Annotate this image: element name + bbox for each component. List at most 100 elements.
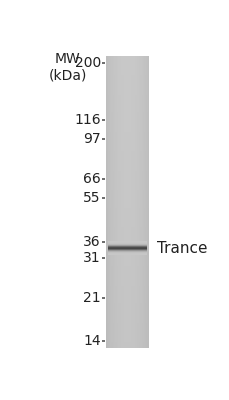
Bar (106, 169, 148, 171)
Bar (106, 241, 148, 243)
Text: 55: 55 (83, 191, 100, 205)
Text: MW: MW (55, 52, 80, 66)
Bar (106, 89, 148, 91)
Bar (106, 163, 148, 165)
Bar (106, 212, 148, 214)
Bar (106, 100, 148, 102)
Bar (106, 102, 148, 104)
Bar (106, 290, 148, 292)
Bar (106, 300, 148, 302)
Bar (106, 243, 148, 245)
Bar (106, 346, 148, 348)
Bar (106, 253, 148, 255)
Bar (106, 262, 148, 264)
Bar (106, 257, 148, 258)
Bar (106, 270, 148, 272)
Bar (106, 247, 148, 249)
Bar (106, 186, 148, 188)
Text: 116: 116 (74, 113, 100, 127)
Bar (106, 336, 148, 338)
Bar (106, 329, 148, 331)
Bar (106, 95, 148, 97)
Bar (106, 304, 148, 305)
Bar (106, 268, 148, 270)
Bar (106, 161, 148, 163)
Bar (106, 305, 148, 307)
Bar (106, 128, 148, 130)
Bar (106, 309, 148, 311)
Bar (106, 106, 148, 108)
Bar (106, 226, 148, 227)
Bar (106, 73, 148, 75)
Bar (106, 286, 148, 288)
Bar (106, 142, 148, 144)
Bar (106, 165, 148, 167)
Text: (kDa): (kDa) (48, 69, 86, 83)
Bar (106, 260, 148, 262)
Bar (106, 278, 148, 280)
Bar (106, 231, 148, 233)
Bar (106, 134, 148, 136)
Bar (106, 64, 148, 66)
Bar (106, 335, 148, 336)
Bar (106, 130, 148, 132)
Bar (106, 110, 148, 112)
Bar (106, 220, 148, 222)
Bar (106, 319, 148, 321)
Bar (106, 77, 148, 79)
Bar (106, 79, 148, 81)
Bar (106, 85, 148, 87)
Bar (106, 177, 148, 178)
Bar (106, 147, 148, 149)
Bar (106, 120, 148, 122)
Bar (106, 167, 148, 169)
Bar (106, 104, 148, 106)
Bar (106, 288, 148, 290)
Bar (106, 157, 148, 159)
Bar (106, 245, 148, 247)
Bar (106, 171, 148, 173)
Bar (106, 194, 148, 196)
Bar (106, 124, 148, 126)
Bar (106, 264, 148, 266)
Bar (106, 229, 148, 231)
Text: 66: 66 (83, 172, 100, 186)
Bar (106, 140, 148, 142)
Bar (106, 126, 148, 128)
Bar (106, 60, 148, 62)
Bar (106, 99, 148, 100)
Bar (106, 331, 148, 333)
Bar (106, 251, 148, 253)
Bar (106, 224, 148, 226)
Bar (106, 294, 148, 296)
Text: 97: 97 (83, 132, 100, 146)
Bar (106, 208, 148, 210)
Bar (106, 97, 148, 99)
Bar (106, 71, 148, 73)
Bar (106, 173, 148, 175)
Text: 200: 200 (74, 56, 100, 70)
Bar (106, 344, 148, 346)
Bar (106, 58, 148, 60)
Bar (106, 190, 148, 192)
Bar (106, 274, 148, 276)
Bar (106, 149, 148, 151)
Bar (106, 227, 148, 229)
Text: 36: 36 (83, 235, 100, 249)
Bar (106, 118, 148, 120)
Bar (106, 315, 148, 317)
Bar (106, 75, 148, 77)
Bar (106, 282, 148, 284)
Bar (106, 196, 148, 198)
Bar (106, 108, 148, 110)
Bar (106, 280, 148, 282)
Bar (106, 132, 148, 134)
Bar (106, 338, 148, 340)
Bar (106, 214, 148, 216)
Bar (106, 258, 148, 260)
Bar (106, 210, 148, 212)
Bar (106, 296, 148, 298)
Bar (106, 91, 148, 93)
Bar (106, 182, 148, 184)
Bar (106, 276, 148, 278)
